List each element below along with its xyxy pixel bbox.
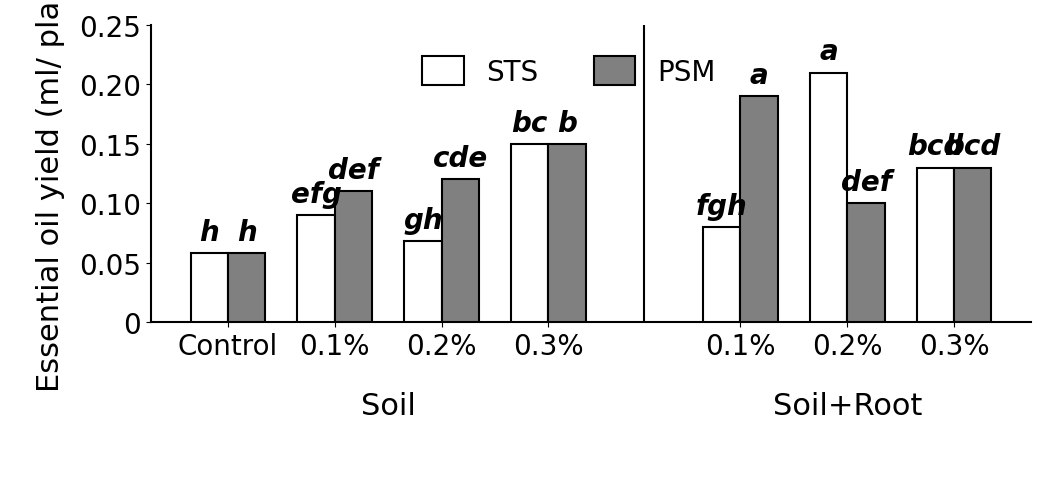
- Text: a: a: [819, 39, 838, 66]
- Text: Soil: Soil: [361, 391, 415, 420]
- Bar: [510, 145, 548, 322]
- Bar: [404, 242, 441, 322]
- Legend: STS, PSM: STS, PSM: [411, 46, 727, 97]
- Bar: [190, 253, 228, 322]
- Text: def: def: [327, 157, 379, 185]
- Text: b: b: [556, 110, 576, 137]
- Bar: [228, 253, 266, 322]
- Bar: [335, 192, 372, 322]
- Bar: [916, 168, 954, 322]
- Text: gh: gh: [403, 206, 442, 235]
- Text: bc: bc: [511, 110, 547, 137]
- Y-axis label: Essential oil yield (ml/ plant): Essential oil yield (ml/ plant): [36, 0, 65, 391]
- Bar: [810, 74, 847, 322]
- Text: h: h: [236, 218, 256, 247]
- Text: bcd: bcd: [945, 133, 1000, 161]
- Bar: [954, 168, 991, 322]
- Bar: [548, 145, 586, 322]
- Bar: [741, 97, 777, 322]
- Bar: [441, 180, 479, 322]
- Text: def: def: [840, 169, 891, 197]
- Text: cde: cde: [432, 145, 487, 173]
- Bar: [297, 215, 335, 322]
- Text: bcd: bcd: [907, 133, 963, 161]
- Text: Soil+Root: Soil+Root: [772, 391, 922, 420]
- Text: a: a: [750, 62, 768, 90]
- Text: fgh: fgh: [696, 193, 747, 220]
- Text: efg: efg: [291, 181, 341, 208]
- Bar: [703, 227, 741, 322]
- Bar: [847, 204, 884, 322]
- Text: h: h: [200, 218, 219, 247]
